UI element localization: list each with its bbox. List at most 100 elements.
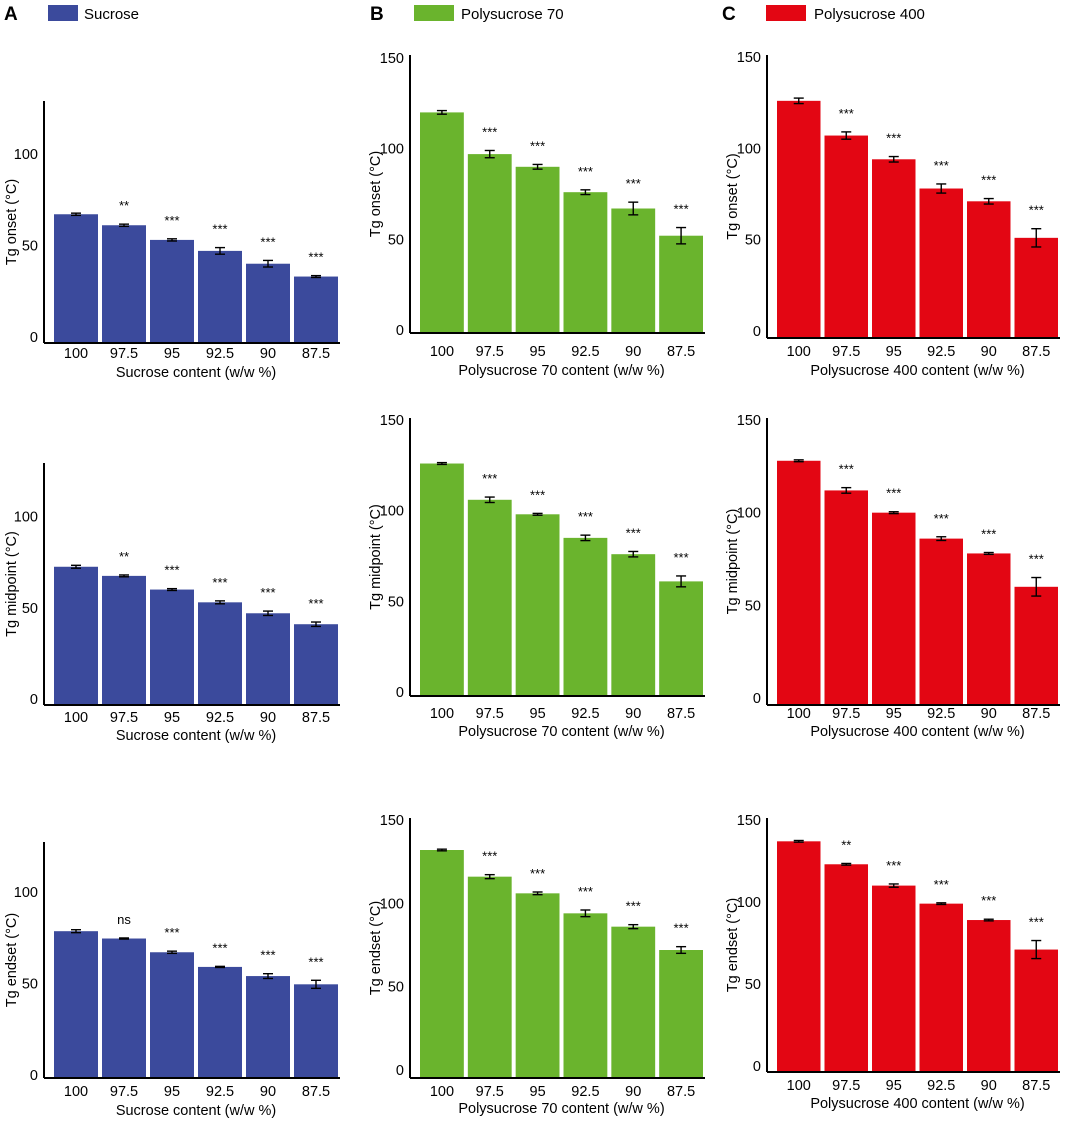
y-tick-label: 50: [22, 976, 38, 992]
x-tick-label: 92.5: [571, 1084, 599, 1100]
bar: [420, 112, 464, 334]
y-tick-label: 0: [30, 692, 38, 708]
panel-header-C: C Polysucrose 400: [722, 4, 925, 25]
y-tick-label: 100: [14, 510, 38, 526]
bar: [54, 931, 98, 1078]
y-tick-label: 50: [745, 598, 761, 614]
y-axis-title: Tg endset (°C): [368, 901, 384, 995]
bar: [150, 589, 194, 705]
y-tick-label: 150: [737, 413, 761, 429]
bar: [246, 976, 290, 1078]
y-tick-label: 100: [737, 141, 761, 157]
y-tick-label: 0: [396, 323, 404, 339]
significance-label: ***: [308, 250, 323, 265]
x-tick-label: 92.5: [206, 346, 234, 362]
panel-letter: B: [370, 4, 384, 25]
x-tick-label: 97.5: [476, 344, 504, 360]
y-axis-title: Tg onset (°C): [4, 179, 20, 265]
panel-letter: C: [722, 4, 736, 25]
significance-label: ***: [578, 509, 593, 524]
significance-label: ***: [981, 527, 996, 542]
legend-swatch: [766, 5, 806, 21]
bar: [515, 893, 560, 1078]
chart-polysucrose400-endset: 100 ** 97.5 *** 95 *** 92.5 *** 90 *** 87.5 0 50 100 1…: [725, 813, 1060, 1112]
bar: [198, 250, 242, 343]
y-tick-label: 0: [753, 1059, 761, 1075]
significance-label: ***: [673, 202, 688, 217]
x-axis-title: Polysucrose 70 content (w/w %): [458, 363, 664, 379]
bar: [515, 514, 560, 696]
significance-label: ***: [530, 138, 545, 153]
x-tick-label: 95: [886, 1078, 902, 1094]
y-tick-label: 100: [380, 504, 404, 520]
x-axis-title: Polysucrose 400 content (w/w %): [810, 724, 1024, 740]
significance-label: ***: [1029, 203, 1044, 218]
significance-label: ***: [934, 877, 949, 892]
x-tick-label: 87.5: [1022, 1078, 1050, 1094]
significance-label: ***: [482, 471, 497, 486]
bar: [294, 276, 338, 343]
significance-label: ***: [673, 550, 688, 565]
y-axis-title: Tg midpoint (°C): [725, 509, 741, 615]
y-axis-title: Tg midpoint (°C): [368, 504, 384, 610]
bar: [611, 208, 656, 333]
bar: [872, 885, 916, 1072]
x-axis-title: Sucrose content (w/w %): [116, 1103, 276, 1119]
x-tick-label: 97.5: [110, 346, 138, 362]
bar: [294, 984, 338, 1078]
significance-label: ***: [164, 213, 179, 228]
bar: [1014, 586, 1058, 705]
panel-header-A: A Sucrose: [4, 4, 139, 25]
significance-label: **: [841, 837, 851, 852]
x-tick-label: 90: [625, 1084, 641, 1100]
x-tick-label: 87.5: [1022, 706, 1050, 722]
bar: [872, 159, 916, 338]
bar: [777, 460, 821, 705]
bar: [659, 581, 703, 696]
x-tick-label: 97.5: [832, 706, 860, 722]
y-tick-label: 150: [737, 50, 761, 66]
x-tick-label: 100: [64, 1084, 88, 1100]
y-tick-label: 0: [396, 1063, 404, 1079]
y-tick-label: 100: [380, 142, 404, 158]
panel-letter: A: [4, 4, 18, 25]
x-tick-label: 95: [164, 346, 180, 362]
x-axis-title: Polysucrose 70 content (w/w %): [458, 1101, 664, 1117]
significance-label: ***: [482, 849, 497, 864]
y-tick-label: 150: [380, 413, 404, 429]
significance-label: ***: [308, 954, 323, 969]
y-tick-label: 50: [388, 594, 404, 610]
bar: [198, 602, 242, 705]
x-tick-label: 90: [981, 1078, 997, 1094]
x-tick-label: 87.5: [302, 1084, 330, 1100]
x-tick-label: 100: [64, 710, 88, 726]
bar: [246, 613, 290, 705]
bar: [967, 201, 1011, 338]
x-tick-label: 90: [981, 344, 997, 360]
significance-label: ***: [482, 124, 497, 139]
chart-polysucrose70-midpoint: 100 *** 97.5 *** 95 *** 92.5 *** 90 *** 87.5 0 50 100…: [368, 413, 705, 740]
chart-sucrose-endset: 100 ns 97.5 *** 95 *** 92.5 *** 90 *** 87.5 0 50 100 S…: [4, 842, 340, 1119]
significance-label: ***: [578, 164, 593, 179]
x-tick-label: 90: [260, 346, 276, 362]
x-tick-label: 100: [430, 344, 454, 360]
significance-label: ***: [839, 106, 854, 121]
legend-label: Sucrose: [84, 6, 139, 23]
bar: [563, 537, 608, 696]
significance-label: ***: [260, 234, 275, 249]
bar: [967, 553, 1011, 705]
x-tick-label: 92.5: [206, 1084, 234, 1100]
significance-label: ***: [934, 158, 949, 173]
bar: [467, 876, 512, 1078]
y-tick-label: 100: [14, 147, 38, 163]
bar: [467, 154, 512, 333]
significance-label: ***: [308, 596, 323, 611]
y-axis-title: Tg onset (°C): [725, 153, 741, 239]
bar: [919, 903, 963, 1072]
bar: [102, 575, 146, 705]
x-tick-label: 95: [530, 1084, 546, 1100]
x-tick-label: 92.5: [927, 706, 955, 722]
x-tick-label: 100: [787, 1078, 811, 1094]
y-axis-title: Tg endset (°C): [725, 898, 741, 992]
x-tick-label: 87.5: [667, 344, 695, 360]
